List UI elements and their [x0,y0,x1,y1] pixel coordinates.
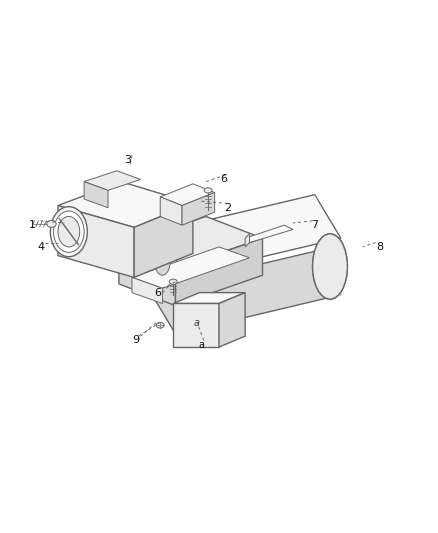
Polygon shape [84,171,141,190]
Polygon shape [245,225,293,243]
Polygon shape [58,206,134,277]
Polygon shape [132,247,250,288]
Text: 6: 6 [155,288,162,297]
Polygon shape [315,195,341,303]
Text: 1: 1 [28,220,35,230]
Polygon shape [119,216,262,269]
Polygon shape [173,303,219,347]
Text: 8: 8 [377,242,384,252]
Ellipse shape [47,220,56,228]
Polygon shape [58,182,193,228]
Ellipse shape [58,216,80,247]
Ellipse shape [313,234,347,299]
Ellipse shape [155,249,170,275]
Polygon shape [132,277,162,303]
Polygon shape [176,238,262,305]
Polygon shape [149,195,341,277]
Polygon shape [219,293,245,347]
Polygon shape [149,221,176,290]
Polygon shape [182,192,215,225]
Polygon shape [173,293,245,303]
Ellipse shape [313,234,347,299]
Text: 4: 4 [37,242,44,252]
Polygon shape [134,204,193,277]
Polygon shape [160,184,215,206]
Polygon shape [149,251,341,334]
Ellipse shape [204,188,212,193]
Ellipse shape [53,211,84,252]
Polygon shape [84,182,108,208]
Polygon shape [160,197,182,225]
Ellipse shape [156,322,164,328]
Polygon shape [119,247,176,305]
Text: 3: 3 [124,155,131,165]
Ellipse shape [50,207,87,257]
Text: a: a [198,340,205,350]
Text: a: a [193,318,199,328]
Text: 7: 7 [311,220,318,230]
Text: 9: 9 [133,335,140,345]
Text: 6: 6 [220,174,227,184]
Ellipse shape [148,239,177,285]
Text: 2: 2 [224,203,231,213]
Polygon shape [245,234,250,247]
Ellipse shape [170,279,177,284]
